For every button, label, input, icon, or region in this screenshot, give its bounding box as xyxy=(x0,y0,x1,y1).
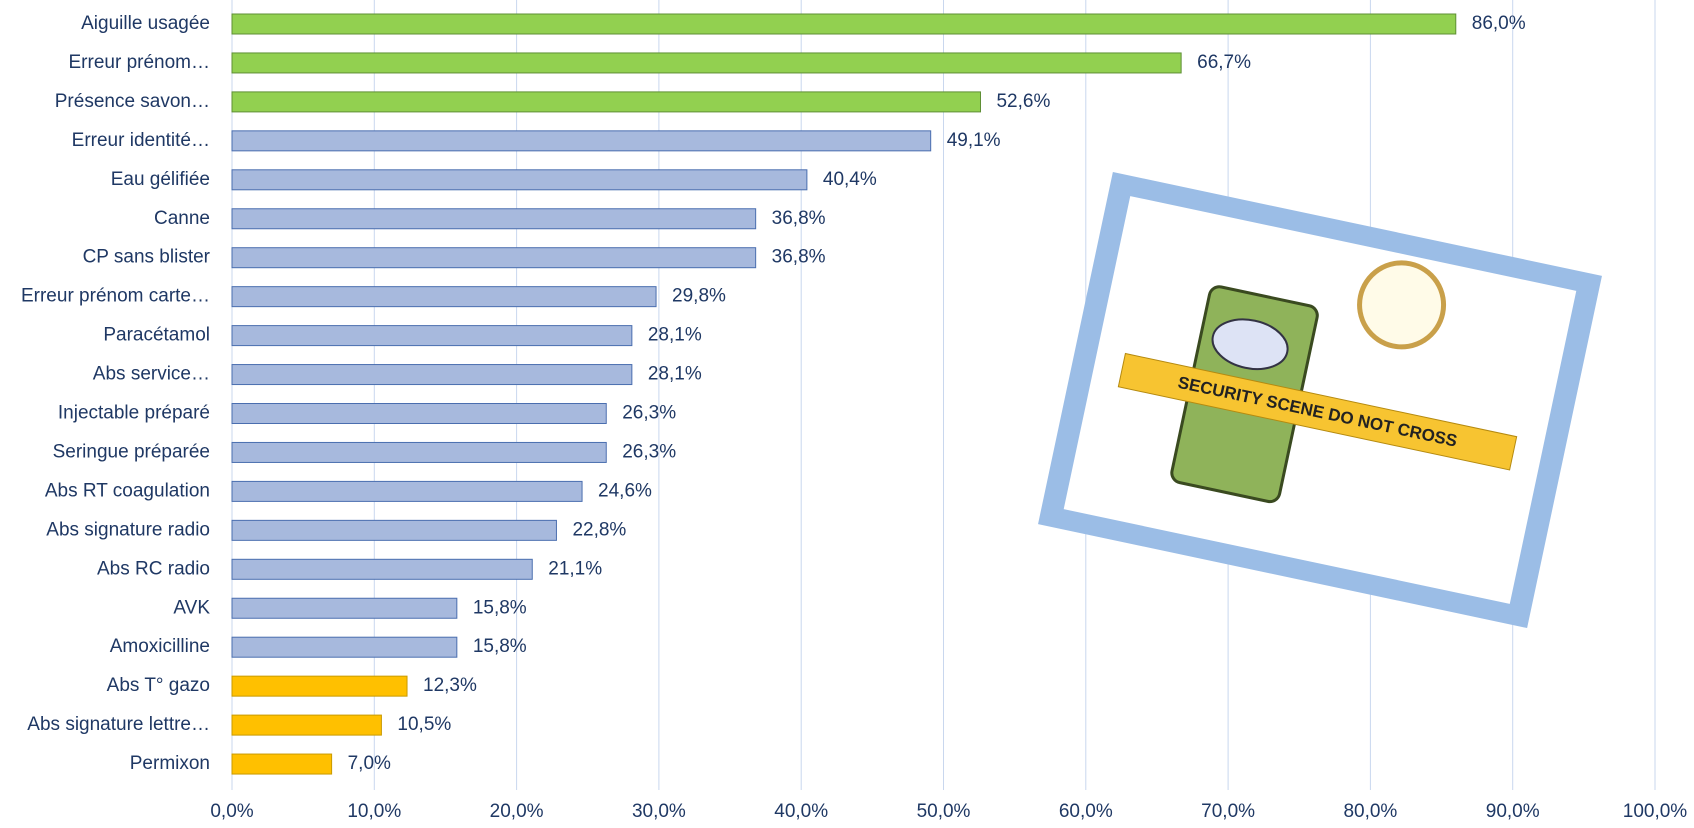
x-tick-label: 40,0% xyxy=(774,801,828,822)
bar xyxy=(231,130,932,152)
category-label: Erreur prénom carte… xyxy=(21,286,210,307)
category-label: Paracétamol xyxy=(103,325,210,346)
category-label: Erreur prénom… xyxy=(69,52,211,73)
value-label: 36,8% xyxy=(772,208,826,229)
value-label: 29,8% xyxy=(672,286,726,307)
x-tick-label: 90,0% xyxy=(1486,801,1540,822)
bar xyxy=(231,675,408,697)
tape xyxy=(1117,352,1518,471)
bar xyxy=(231,597,458,619)
category-label: Seringue préparée xyxy=(53,441,210,462)
value-label: 7,0% xyxy=(348,753,391,774)
category-label: AVK xyxy=(173,597,210,618)
category-label: Injectable préparé xyxy=(58,403,210,424)
value-label: 22,8% xyxy=(572,519,626,540)
category-label: Aiguille usagée xyxy=(81,13,210,34)
category-label: Abs signature lettre… xyxy=(27,714,210,735)
bar xyxy=(231,519,557,541)
bar xyxy=(231,558,533,580)
value-label: 28,1% xyxy=(648,364,702,385)
x-tick-label: 100,0% xyxy=(1623,801,1688,822)
bar xyxy=(231,13,1457,35)
bar xyxy=(231,441,607,463)
value-label: 12,3% xyxy=(423,675,477,696)
bar xyxy=(231,364,633,386)
value-label: 24,6% xyxy=(598,480,652,501)
bar xyxy=(231,286,657,308)
value-label: 26,3% xyxy=(622,441,676,462)
category-label: Abs RC radio xyxy=(97,558,210,579)
bar xyxy=(231,636,458,658)
x-tick-label: 30,0% xyxy=(632,801,686,822)
bar xyxy=(231,52,1182,74)
category-label: Présence savon… xyxy=(55,91,210,112)
bar xyxy=(231,247,757,269)
bar xyxy=(231,753,333,775)
bar xyxy=(231,91,981,113)
category-label: Eau gélifiée xyxy=(111,169,210,190)
x-tick-label: 10,0% xyxy=(347,801,401,822)
category-label: Abs signature radio xyxy=(46,519,210,540)
clipart: SECURITY SCENE DO NOT CROSS xyxy=(1038,171,1602,629)
bar xyxy=(231,480,583,502)
x-tick-label: 0,0% xyxy=(210,801,253,822)
value-label: 21,1% xyxy=(548,558,602,579)
value-label: 40,4% xyxy=(823,169,877,190)
magnifier xyxy=(1357,260,1447,350)
value-label: 26,3% xyxy=(622,403,676,424)
x-tick-label: 50,0% xyxy=(917,801,971,822)
value-label: 86,0% xyxy=(1472,13,1526,34)
bar xyxy=(231,169,808,191)
category-label: Erreur identité… xyxy=(72,130,210,151)
pillow xyxy=(1211,318,1289,371)
category-label: Canne xyxy=(154,208,210,229)
bar xyxy=(231,714,382,736)
category-label: Amoxicilline xyxy=(110,636,210,657)
x-tick-label: 80,0% xyxy=(1343,801,1397,822)
category-label: CP sans blister xyxy=(83,247,211,268)
category-label: Abs RT coagulation xyxy=(45,480,210,501)
value-label: 66,7% xyxy=(1197,52,1251,73)
x-tick-label: 70,0% xyxy=(1201,801,1255,822)
bar xyxy=(231,403,607,424)
category-label: Abs service… xyxy=(93,364,210,385)
category-label: Abs T° gazo xyxy=(107,675,210,696)
value-label: 15,8% xyxy=(473,597,527,618)
value-label: 36,8% xyxy=(772,247,826,268)
value-label: 52,6% xyxy=(996,91,1050,112)
value-label: 10,5% xyxy=(397,714,451,735)
x-tick-label: 20,0% xyxy=(490,801,544,822)
value-label: 28,1% xyxy=(648,325,702,346)
bars: Aiguille usagée 86,0% Erreur prénom… 66,7% P… xyxy=(21,13,1526,775)
bar xyxy=(231,208,757,230)
value-label: 15,8% xyxy=(473,636,527,657)
category-label: Permixon xyxy=(130,753,210,774)
value-label: 49,1% xyxy=(947,130,1001,151)
bar xyxy=(231,325,633,347)
x-tick-label: 60,0% xyxy=(1059,801,1113,822)
